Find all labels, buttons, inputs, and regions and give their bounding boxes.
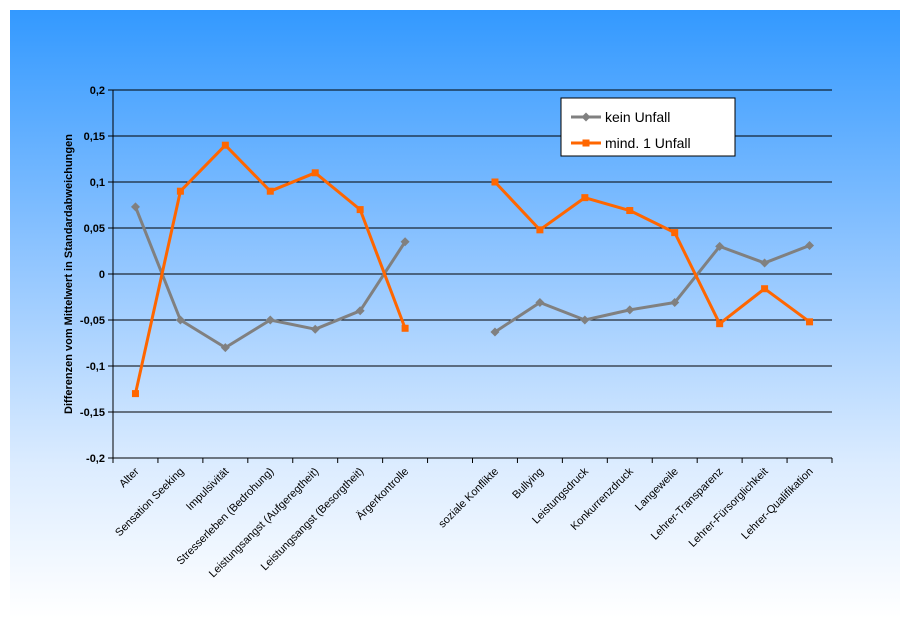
data-point-square	[311, 169, 319, 177]
data-point-diamond	[130, 202, 140, 212]
y-tick-label: -0,2	[86, 453, 105, 465]
data-point-square	[176, 187, 184, 195]
data-point-square	[626, 207, 634, 215]
data-point-square	[806, 318, 814, 326]
data-point-diamond	[625, 305, 635, 315]
data-point-square	[266, 187, 274, 195]
y-tick-label: -0,15	[80, 407, 105, 419]
series-line	[493, 180, 811, 326]
data-point-diamond	[760, 258, 770, 268]
y-tick-label: 0,2	[90, 85, 105, 97]
data-point-square	[716, 320, 724, 328]
data-point-diamond	[805, 240, 815, 250]
data-point-diamond	[355, 306, 365, 316]
data-point-diamond	[670, 298, 680, 308]
data-point-diamond	[490, 327, 500, 337]
data-point-diamond	[175, 315, 185, 325]
x-category-label: Bullying	[510, 466, 546, 502]
series-2	[131, 141, 814, 398]
y-tick-label: 0	[99, 269, 105, 281]
axes	[108, 89, 833, 463]
x-category-label: Alter	[117, 465, 142, 490]
data-point-square	[131, 390, 139, 398]
data-point-diamond	[400, 237, 410, 247]
legend-label: kein Unfall	[605, 109, 670, 125]
y-tick-label: -0,05	[80, 315, 105, 327]
series-line	[494, 244, 811, 334]
legend-box	[560, 97, 736, 157]
x-category-label: soziale Konflikte	[436, 466, 501, 531]
data-point-square	[761, 285, 769, 293]
data-point-diamond	[715, 241, 725, 251]
x-category-label: Impulsivität	[184, 466, 231, 513]
data-point-diamond	[220, 343, 230, 353]
y-tick-label: -0,1	[86, 361, 105, 373]
data-point-square	[581, 194, 589, 202]
data-point-square	[356, 206, 364, 214]
data-point-diamond	[310, 324, 320, 334]
legend-items: kein Unfall mind. 1 Unfall	[571, 109, 691, 151]
data-point-diamond	[265, 315, 275, 325]
data-point-diamond	[580, 315, 590, 325]
data-point-square	[536, 226, 544, 234]
y-tick-label: 0,05	[84, 223, 105, 235]
data-point-square	[401, 324, 409, 332]
data-point-square	[221, 141, 229, 149]
chart-frame: 0,2 0,15 0,1 0,05 0 -0,05 -0,1 -0,15 -0,2 Alter S…	[10, 10, 900, 618]
data-series	[130, 141, 815, 398]
y-axis-title: Differenzen vom Mittelwert in Standardab…	[63, 134, 75, 414]
data-point-diamond	[535, 298, 545, 308]
legend-label: mind. 1 Unfall	[605, 135, 691, 151]
data-point-square	[671, 229, 679, 237]
line-chart: 0,2 0,15 0,1 0,05 0 -0,05 -0,1 -0,15 -0,2 AlterS…	[63, 85, 833, 580]
legend-marker	[582, 139, 590, 147]
x-category-label: Lehrer-Fürsorglichkeit	[687, 466, 771, 550]
y-tick-label: 0,15	[84, 131, 105, 143]
legend: kein Unfall mind. 1 Unfall	[560, 97, 736, 157]
data-point-square	[491, 178, 499, 186]
series-1	[130, 202, 815, 353]
x-category-label: Langeweile	[633, 466, 681, 514]
legend-marker	[581, 112, 591, 122]
y-tick-label: 0,1	[90, 177, 105, 189]
y-tick-labels: 0,2 0,15 0,1 0,05 0 -0,05 -0,1 -0,15 -0,2	[80, 85, 105, 465]
